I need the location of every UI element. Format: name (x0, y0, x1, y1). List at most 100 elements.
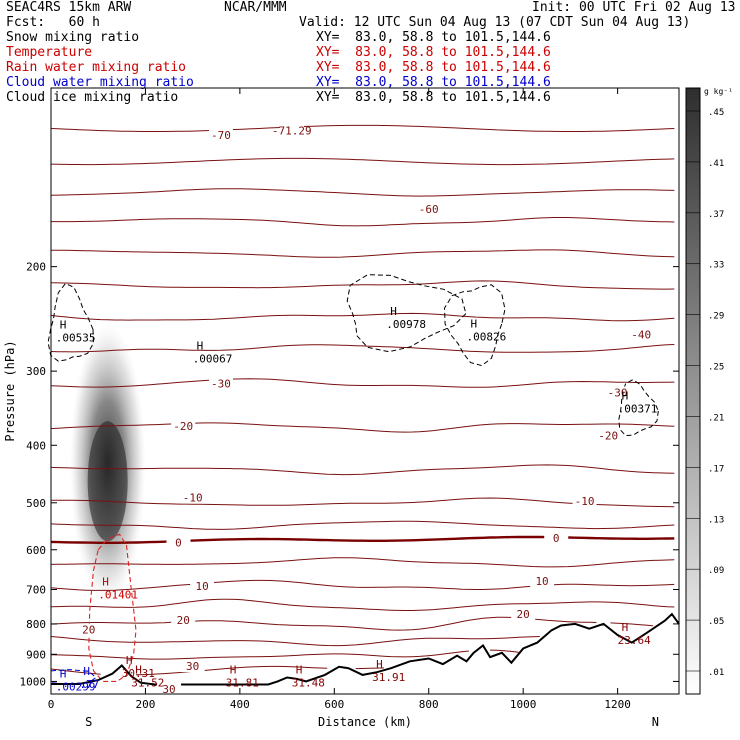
extremum-value: 23.64 (618, 634, 651, 647)
isotherm-zero (50, 535, 675, 544)
temperature-label: 20 (177, 614, 190, 627)
temperature-label: 10 (195, 580, 208, 593)
colorbar-label: .05 (708, 617, 724, 627)
colorbar-label: .29 (708, 312, 724, 322)
isotherm (51, 249, 675, 258)
temperature-label: -20 (598, 429, 618, 442)
valid-time: Valid: 12 UTC Sun 04 Aug 13 (07 CDT Sun … (299, 15, 691, 30)
extremum-marker: H (296, 664, 303, 677)
isotherm (50, 579, 675, 591)
cloud-water-contours (50, 669, 97, 685)
temperature-label: 10 (535, 575, 548, 588)
y-tick-label: 900 (26, 648, 46, 661)
isotherm (50, 422, 675, 433)
org-label: NCAR/MMM (224, 0, 287, 15)
extremum-value: .00371 (618, 402, 658, 415)
temperature-label: -10 (575, 495, 595, 508)
y-tick-label: 200 (26, 261, 46, 274)
snow-mixing-ratio-shading (69, 323, 146, 604)
init-time: Init: 00 UTC Fri 02 Aug 13 (532, 0, 736, 15)
isotherm (50, 616, 597, 631)
extremum-value: 31.91 (372, 671, 405, 684)
colorbar-label: .41 (708, 159, 724, 169)
temperature-label: -30 (211, 378, 231, 391)
isotherm (50, 668, 101, 675)
colorbar-label: .25 (708, 363, 724, 373)
x-tick-label: 200 (135, 698, 155, 711)
extremum-marker: H (622, 621, 629, 634)
isotherm (50, 378, 675, 388)
field-name-cloud-water: Cloud water mixing ratio (6, 75, 194, 90)
extremum-value: 31.48 (292, 677, 325, 690)
snow-max (87, 421, 128, 542)
x-tick-label: 600 (324, 698, 344, 711)
extremum-marker: H (197, 339, 204, 352)
ice-contour (47, 282, 94, 362)
label-bg (76, 623, 101, 636)
field-xy-rain: XY= 83.0, 58.8 to 101.5,144.6 (316, 60, 551, 75)
label-bg (171, 614, 196, 627)
temperature-label: -70 (211, 129, 231, 142)
field-name-cloud-ice: Cloud ice mixing ratio (6, 90, 179, 105)
colorbar-label: .01 (708, 668, 724, 678)
label-bg (180, 491, 205, 504)
label-bg (544, 531, 569, 544)
temperature-label: 30 (162, 683, 175, 696)
extremum-value: 31.52 (131, 677, 164, 690)
field-xy-temperature: XY= 83.0, 58.8 to 101.5,144.6 (316, 45, 551, 60)
colorbar-unit: g kg⁻¹ (704, 87, 733, 96)
cloud-water-contour (50, 669, 97, 685)
label-bg (596, 429, 621, 442)
temperature-label: -71.29 (272, 125, 312, 138)
label-bg (629, 328, 654, 341)
y-tick-label: 300 (26, 365, 46, 378)
isotherm (50, 650, 469, 660)
field-name-snow: Snow mixing ratio (6, 30, 140, 45)
extremum-marker: H (126, 654, 133, 667)
field-name-temperature: Temperature (6, 45, 93, 60)
y-tick-label: 600 (26, 544, 46, 557)
colorbar-label: .45 (708, 108, 724, 118)
terrain-surface (51, 612, 680, 686)
colorbar-scale (685, 87, 701, 695)
isotherm (50, 636, 540, 647)
extremum-value: 30.31 (122, 667, 155, 680)
extremum-value: .00067 (193, 352, 233, 365)
x-end-label-south: S (85, 715, 92, 729)
forecast-hour: Fcst: 60 h (6, 15, 100, 30)
y-axis-label: Pressure (hPa) (3, 340, 17, 441)
cloud-ice-contours (47, 274, 659, 437)
isotherm (50, 464, 675, 476)
ice-contour (443, 284, 506, 367)
isotherm (51, 217, 675, 227)
extremum-marker: H (83, 665, 90, 678)
colorbar-label: .21 (708, 413, 724, 423)
snow-core (69, 323, 146, 604)
isotherm (50, 312, 675, 322)
ice-contour (618, 379, 659, 437)
temperature-contours (50, 124, 675, 676)
y-tick-label: 400 (26, 439, 46, 452)
x-tick-label: 800 (419, 698, 439, 711)
y-tick-label: 1000 (20, 675, 47, 688)
field-xy-cloud-water: XY= 83.0, 58.8 to 101.5,144.6 (316, 75, 551, 90)
isotherm (610, 622, 654, 627)
field-name-rain: Rain water mixing ratio (6, 60, 187, 75)
colorbar: .01 .05 .09 .13 .17 .21 .25 .29 .33 .37 .41 .45 g kg… (685, 87, 733, 695)
x-tick-label: 0 (48, 698, 55, 711)
label-bg (208, 377, 233, 390)
temperature-label: -40 (631, 328, 651, 341)
isotherm (50, 280, 675, 290)
temperature-label: -20 (173, 420, 193, 433)
temperature-label: 0 (553, 532, 560, 545)
extremum-marker: H (60, 667, 67, 680)
temperature-label: 20 (82, 624, 95, 637)
model-title: SEAC4RS 15km ARW (6, 0, 132, 15)
temperature-label: 30 (186, 660, 199, 673)
label-bg (416, 203, 441, 216)
temperature-label: -30 (608, 387, 628, 400)
colorbar-label: .13 (708, 515, 724, 525)
isotherm (50, 598, 675, 611)
rain-contour (88, 533, 137, 682)
